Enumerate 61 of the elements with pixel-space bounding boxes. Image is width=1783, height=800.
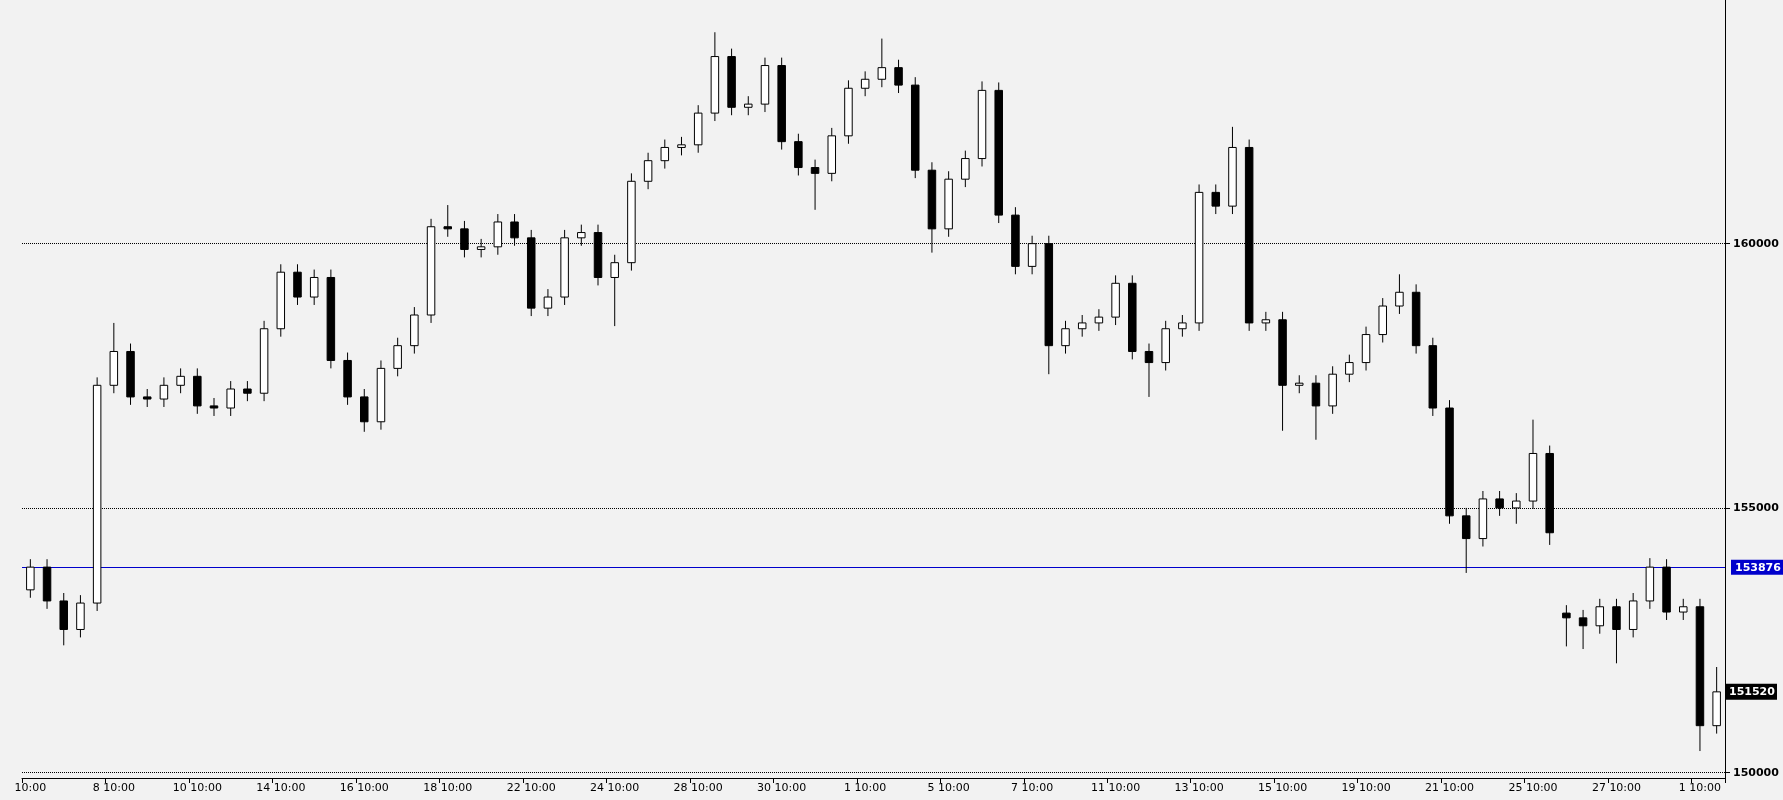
candlestick [1595, 598, 1605, 635]
candlestick [1578, 609, 1588, 650]
x-tick-label: 27 10:00 [1591, 781, 1642, 794]
x-tick-label: 10:00 [14, 781, 47, 794]
candlestick [26, 558, 35, 599]
candlestick [176, 367, 185, 394]
x-tick-label: 24 10:00 [590, 781, 640, 794]
candlestick [1178, 314, 1187, 338]
candlestick [309, 269, 319, 306]
x-tick-label: 16 10:00 [339, 781, 389, 794]
x-tick-label: 30 10:00 [757, 781, 807, 794]
candlestick [243, 380, 252, 402]
y-tick-label: 150000 [1733, 765, 1780, 779]
candlestick [1211, 183, 1221, 215]
x-tick-label: 7 10:00 [1011, 781, 1054, 794]
x-tick-label: 19 10:00 [1341, 781, 1391, 794]
y-tick-label: 160000 [1733, 237, 1780, 251]
ref-line-label: 153876 [1735, 560, 1782, 574]
x-tick-label: 11 10:00 [1090, 781, 1141, 794]
candlestick [643, 152, 653, 190]
candlestick [543, 288, 553, 317]
candlestick [1144, 343, 1154, 398]
candlestick [1061, 320, 1070, 355]
candlestick [677, 136, 686, 156]
text: 151520 [1729, 684, 1776, 698]
x-tick-label: 13 10:00 [1174, 781, 1224, 794]
candlestick [1679, 598, 1688, 621]
candlestick [1261, 311, 1271, 332]
x-tick-label: 1 10:00 [1678, 781, 1722, 794]
candlestick [1345, 354, 1354, 383]
x-tick-label: 5 10:00 [927, 781, 970, 794]
candlestick [443, 204, 453, 238]
candlestick [1562, 604, 1571, 647]
x-tick-label: 22 10:00 [506, 781, 556, 794]
candlestick [159, 376, 169, 408]
candlestick [1395, 273, 1404, 315]
x-tick-label: 8 10:00 [92, 781, 135, 794]
x-tick-label: 14 10:00 [256, 781, 306, 794]
candlestick [1077, 314, 1087, 338]
candlestick [226, 380, 235, 417]
x-tick-label: 15 10:00 [1257, 781, 1308, 794]
candlestick [810, 159, 820, 211]
x-tick-label: 25 10:00 [1508, 781, 1558, 794]
candlestick [860, 70, 870, 97]
x-tick-label: 1 10:00 [844, 781, 887, 794]
candlestick [894, 59, 903, 94]
candlestick [744, 95, 753, 116]
y-tick-label: 155000 [1733, 501, 1780, 515]
candlestick [1094, 308, 1104, 332]
candlestick [610, 254, 619, 327]
candlestick [1311, 374, 1321, 441]
candlestick [1612, 598, 1621, 664]
x-tick-label: 10 10:00 [172, 781, 222, 794]
candlestick [660, 139, 670, 170]
x-tick-label: 21 10:00 [1424, 781, 1475, 794]
candlestick [961, 150, 970, 188]
candlestick [393, 337, 402, 377]
candlestick [877, 38, 887, 88]
candlestick [209, 397, 219, 417]
x-tick-label: 28 10:00 [673, 781, 723, 794]
x-tick-label: 18 10:00 [423, 781, 473, 794]
